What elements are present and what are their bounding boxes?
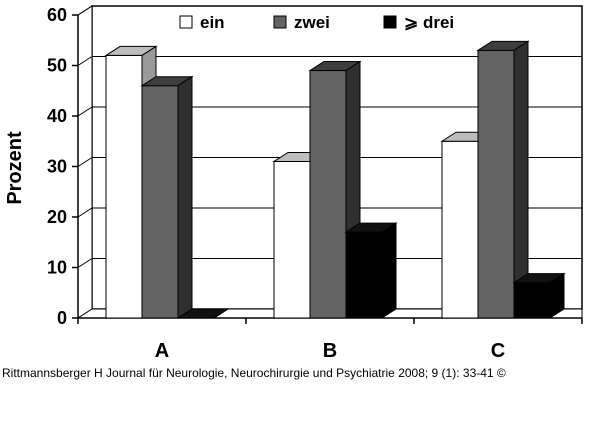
gridline-side <box>77 5 93 16</box>
gridline-side <box>77 157 93 167</box>
bars <box>104 40 566 319</box>
legend-swatch <box>273 15 287 29</box>
x-category-label: C <box>491 340 505 360</box>
bar-side <box>549 272 565 319</box>
bar-front <box>441 140 479 319</box>
legend: ein zwei ⩾ drei <box>179 13 454 32</box>
bar-front <box>345 231 383 319</box>
bar-side <box>381 222 397 319</box>
y-tick-label: 20 <box>47 207 67 227</box>
legend-label: ⩾ drei <box>404 13 454 32</box>
x-category-labels: A B C <box>155 340 505 360</box>
bar-C-2 <box>512 272 566 319</box>
y-tick-label: 30 <box>47 157 67 177</box>
legend-swatch <box>179 15 193 29</box>
legend-label: ein <box>200 13 225 32</box>
bar-A-2 <box>176 308 230 319</box>
x-category-label: A <box>155 340 169 360</box>
bar-front <box>273 160 311 319</box>
y-tick-label: 50 <box>47 56 67 76</box>
bar-front <box>513 282 551 319</box>
legend-item-2: ⩾ drei <box>383 13 454 32</box>
y-tick-label: 40 <box>47 106 67 126</box>
legend-label: zwei <box>294 13 330 32</box>
gridline-side <box>77 106 93 117</box>
gridline-side <box>77 207 93 218</box>
gridline-side <box>77 258 93 268</box>
bar-front <box>105 54 143 319</box>
y-axis-label: Prozent <box>4 131 26 205</box>
legend-item-0: ein <box>179 13 225 32</box>
x-category-label: B <box>323 340 337 360</box>
bar-A-1 <box>140 75 194 319</box>
bar-front <box>141 85 179 319</box>
y-tick-label: 10 <box>47 258 67 278</box>
bar-C-1 <box>476 40 530 319</box>
bar-side <box>177 75 193 319</box>
y-tick-labels: 0 10 20 30 40 50 60 <box>47 5 67 328</box>
bar-front <box>309 70 347 319</box>
bar-front <box>477 49 515 319</box>
y-tick-label: 0 <box>57 308 67 328</box>
source-caption: Rittmannsberger H Journal für Neurologie… <box>2 366 506 380</box>
bar-chart: 0 10 20 30 40 50 60 A B C Prozent ein zwei ⩾ drei <box>4 5 583 360</box>
gridline-side <box>77 56 93 66</box>
bar-side <box>213 308 229 319</box>
bar-B-2 <box>344 222 398 319</box>
legend-item-1: zwei <box>273 13 330 32</box>
legend-swatch <box>383 15 397 29</box>
y-tick-label: 60 <box>47 5 67 25</box>
